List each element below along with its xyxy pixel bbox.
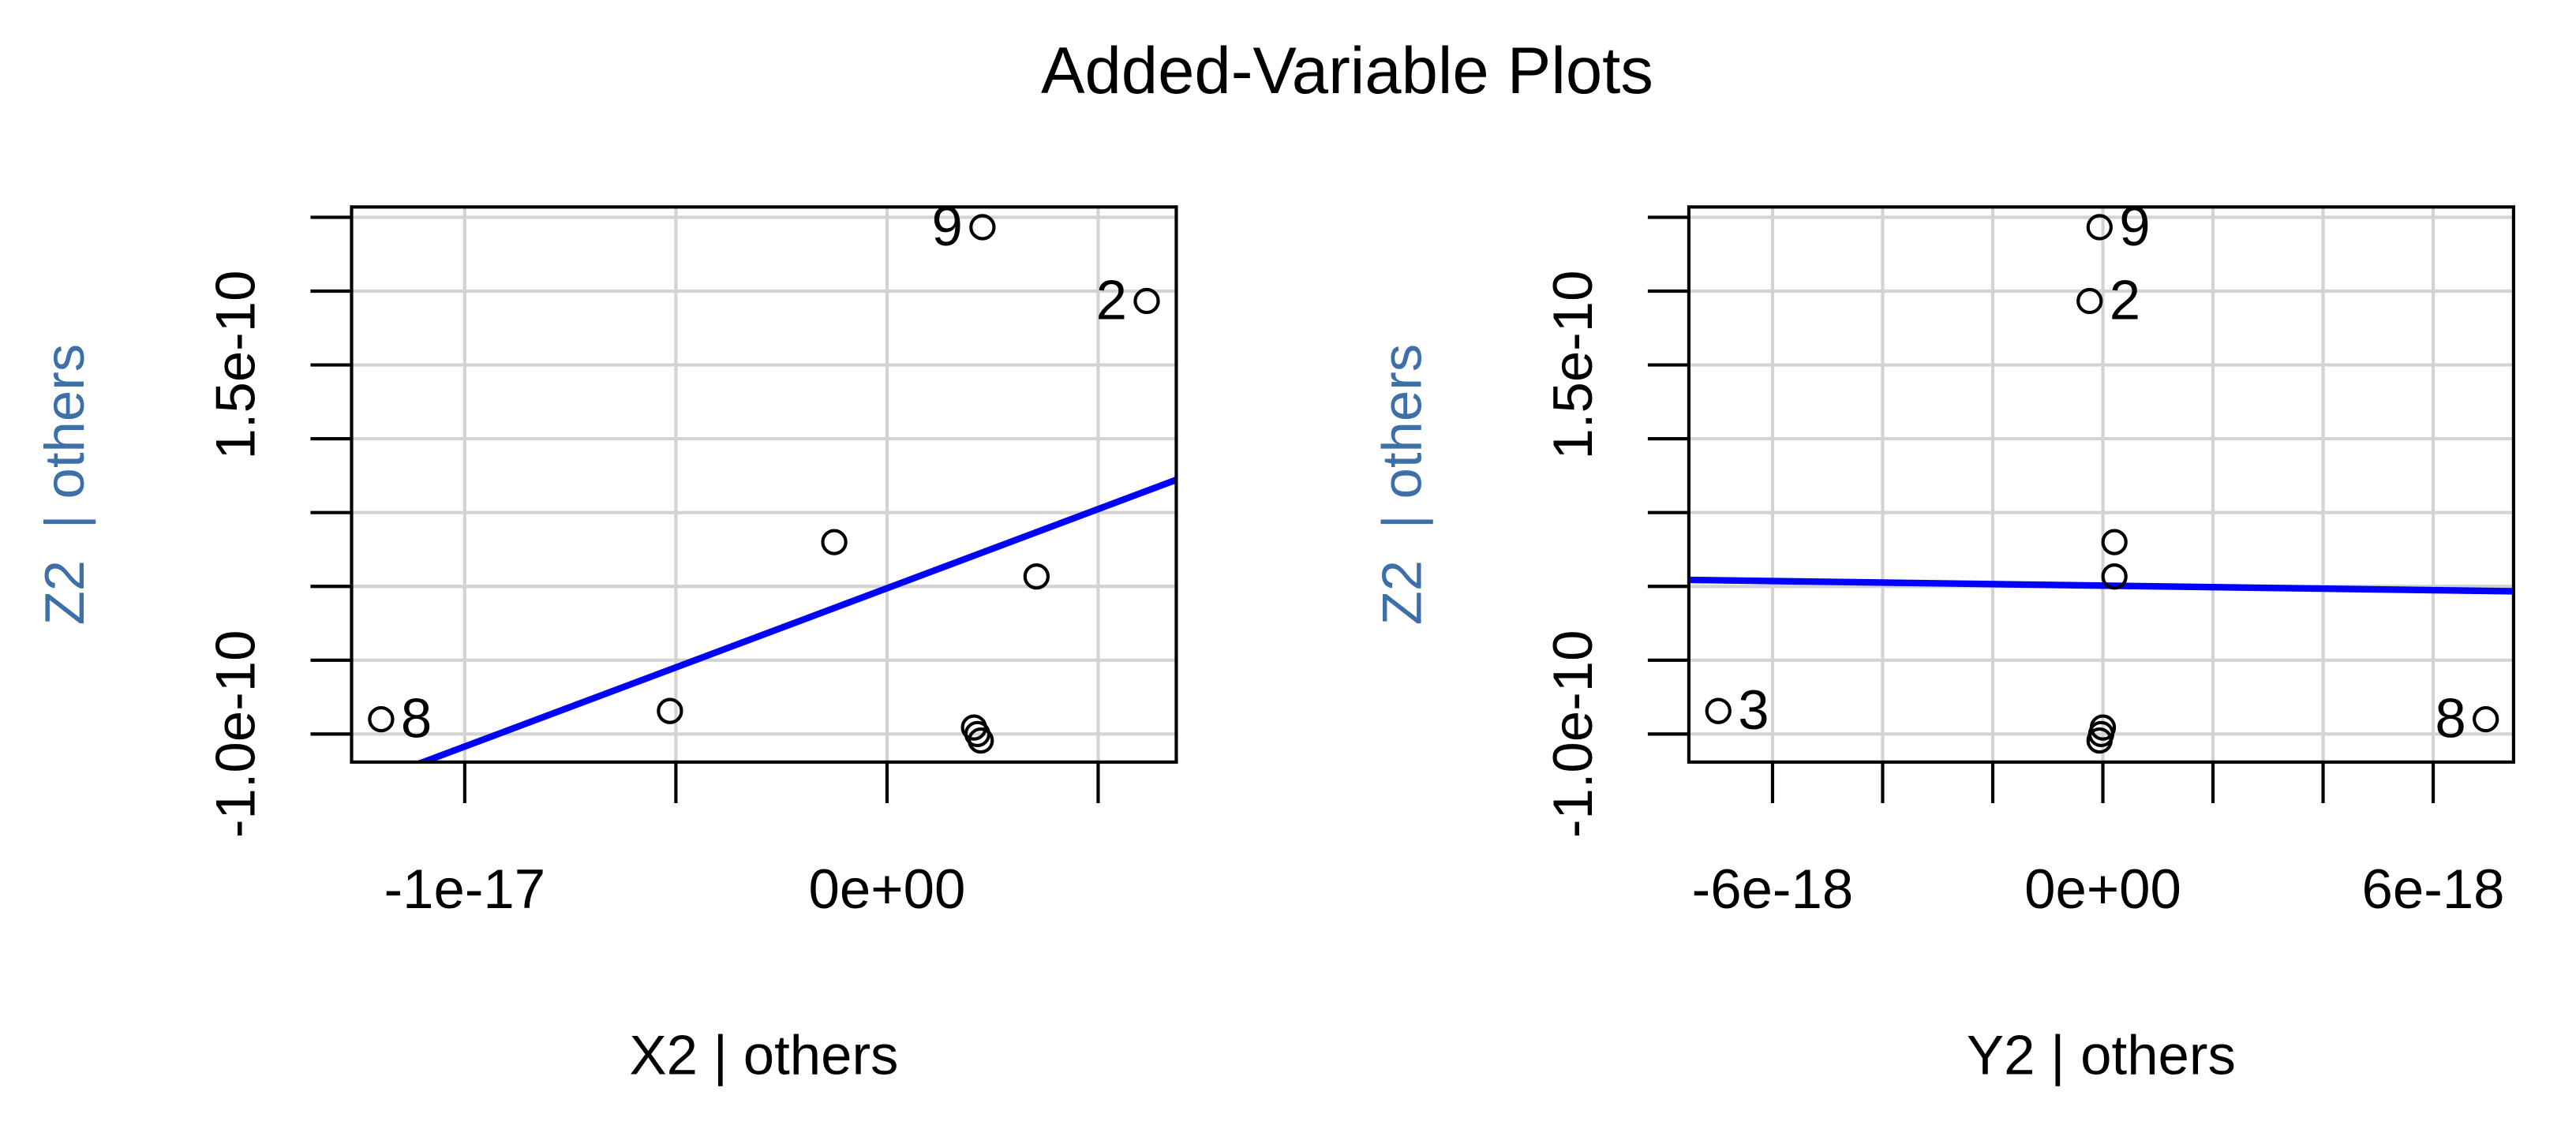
fit-line (1688, 576, 2514, 595)
point-label: 8 (2435, 687, 2466, 750)
x-tick-label: 0e+00 (2024, 858, 2181, 920)
point (969, 214, 996, 241)
y-axis-label: Z2 | others (33, 344, 95, 626)
x-tick-label: 0e+00 (809, 858, 966, 920)
point (2101, 529, 2128, 555)
x-axis-label: X2 | others (629, 1023, 898, 1086)
point (2076, 287, 2103, 315)
plot-frame (1687, 205, 2515, 765)
x-tick-label: -6e-18 (1692, 858, 1854, 920)
point (2086, 214, 2113, 241)
fit-line (414, 477, 1177, 762)
x-tick-label: 6e-18 (2362, 858, 2505, 920)
point (368, 706, 395, 733)
point (2086, 727, 2113, 754)
x-tick-label: -1e-17 (384, 858, 546, 920)
panel: -1.0e-10 1.5e-10 -6e-18 0e+00 6e-18 3 9 2 8 Y2 | … (1371, 195, 2515, 1086)
point (1705, 697, 1732, 724)
x-axis-label: Y2 | others (1967, 1023, 2236, 1086)
panel: -1.0e-10 1.5e-10 -1e-17 0e+00 8 9 2 X2 | others… (33, 195, 1178, 1086)
point-label: 9 (932, 195, 963, 257)
y-tick-label: -1.0e-10 (1541, 630, 1604, 839)
point (821, 529, 848, 555)
point-label: 8 (401, 687, 432, 750)
point (1023, 563, 1050, 590)
chart-title: Added-Variable Plots (1041, 34, 1653, 107)
point-label: 2 (1096, 268, 1127, 331)
y-tick-label: 1.5e-10 (1541, 271, 1604, 460)
point (2473, 706, 2499, 733)
point (968, 727, 994, 754)
point (1133, 287, 1160, 315)
plot-frame (350, 205, 1178, 765)
y-tick-label: -1.0e-10 (204, 630, 267, 839)
point (657, 697, 683, 724)
point (2101, 563, 2128, 590)
point-label: 3 (1738, 679, 1769, 741)
y-axis-label: Z2 | others (1371, 344, 1433, 626)
point-label: 9 (2119, 195, 2150, 257)
y-tick-label: 1.5e-10 (204, 271, 267, 460)
point-label: 2 (2110, 268, 2140, 331)
